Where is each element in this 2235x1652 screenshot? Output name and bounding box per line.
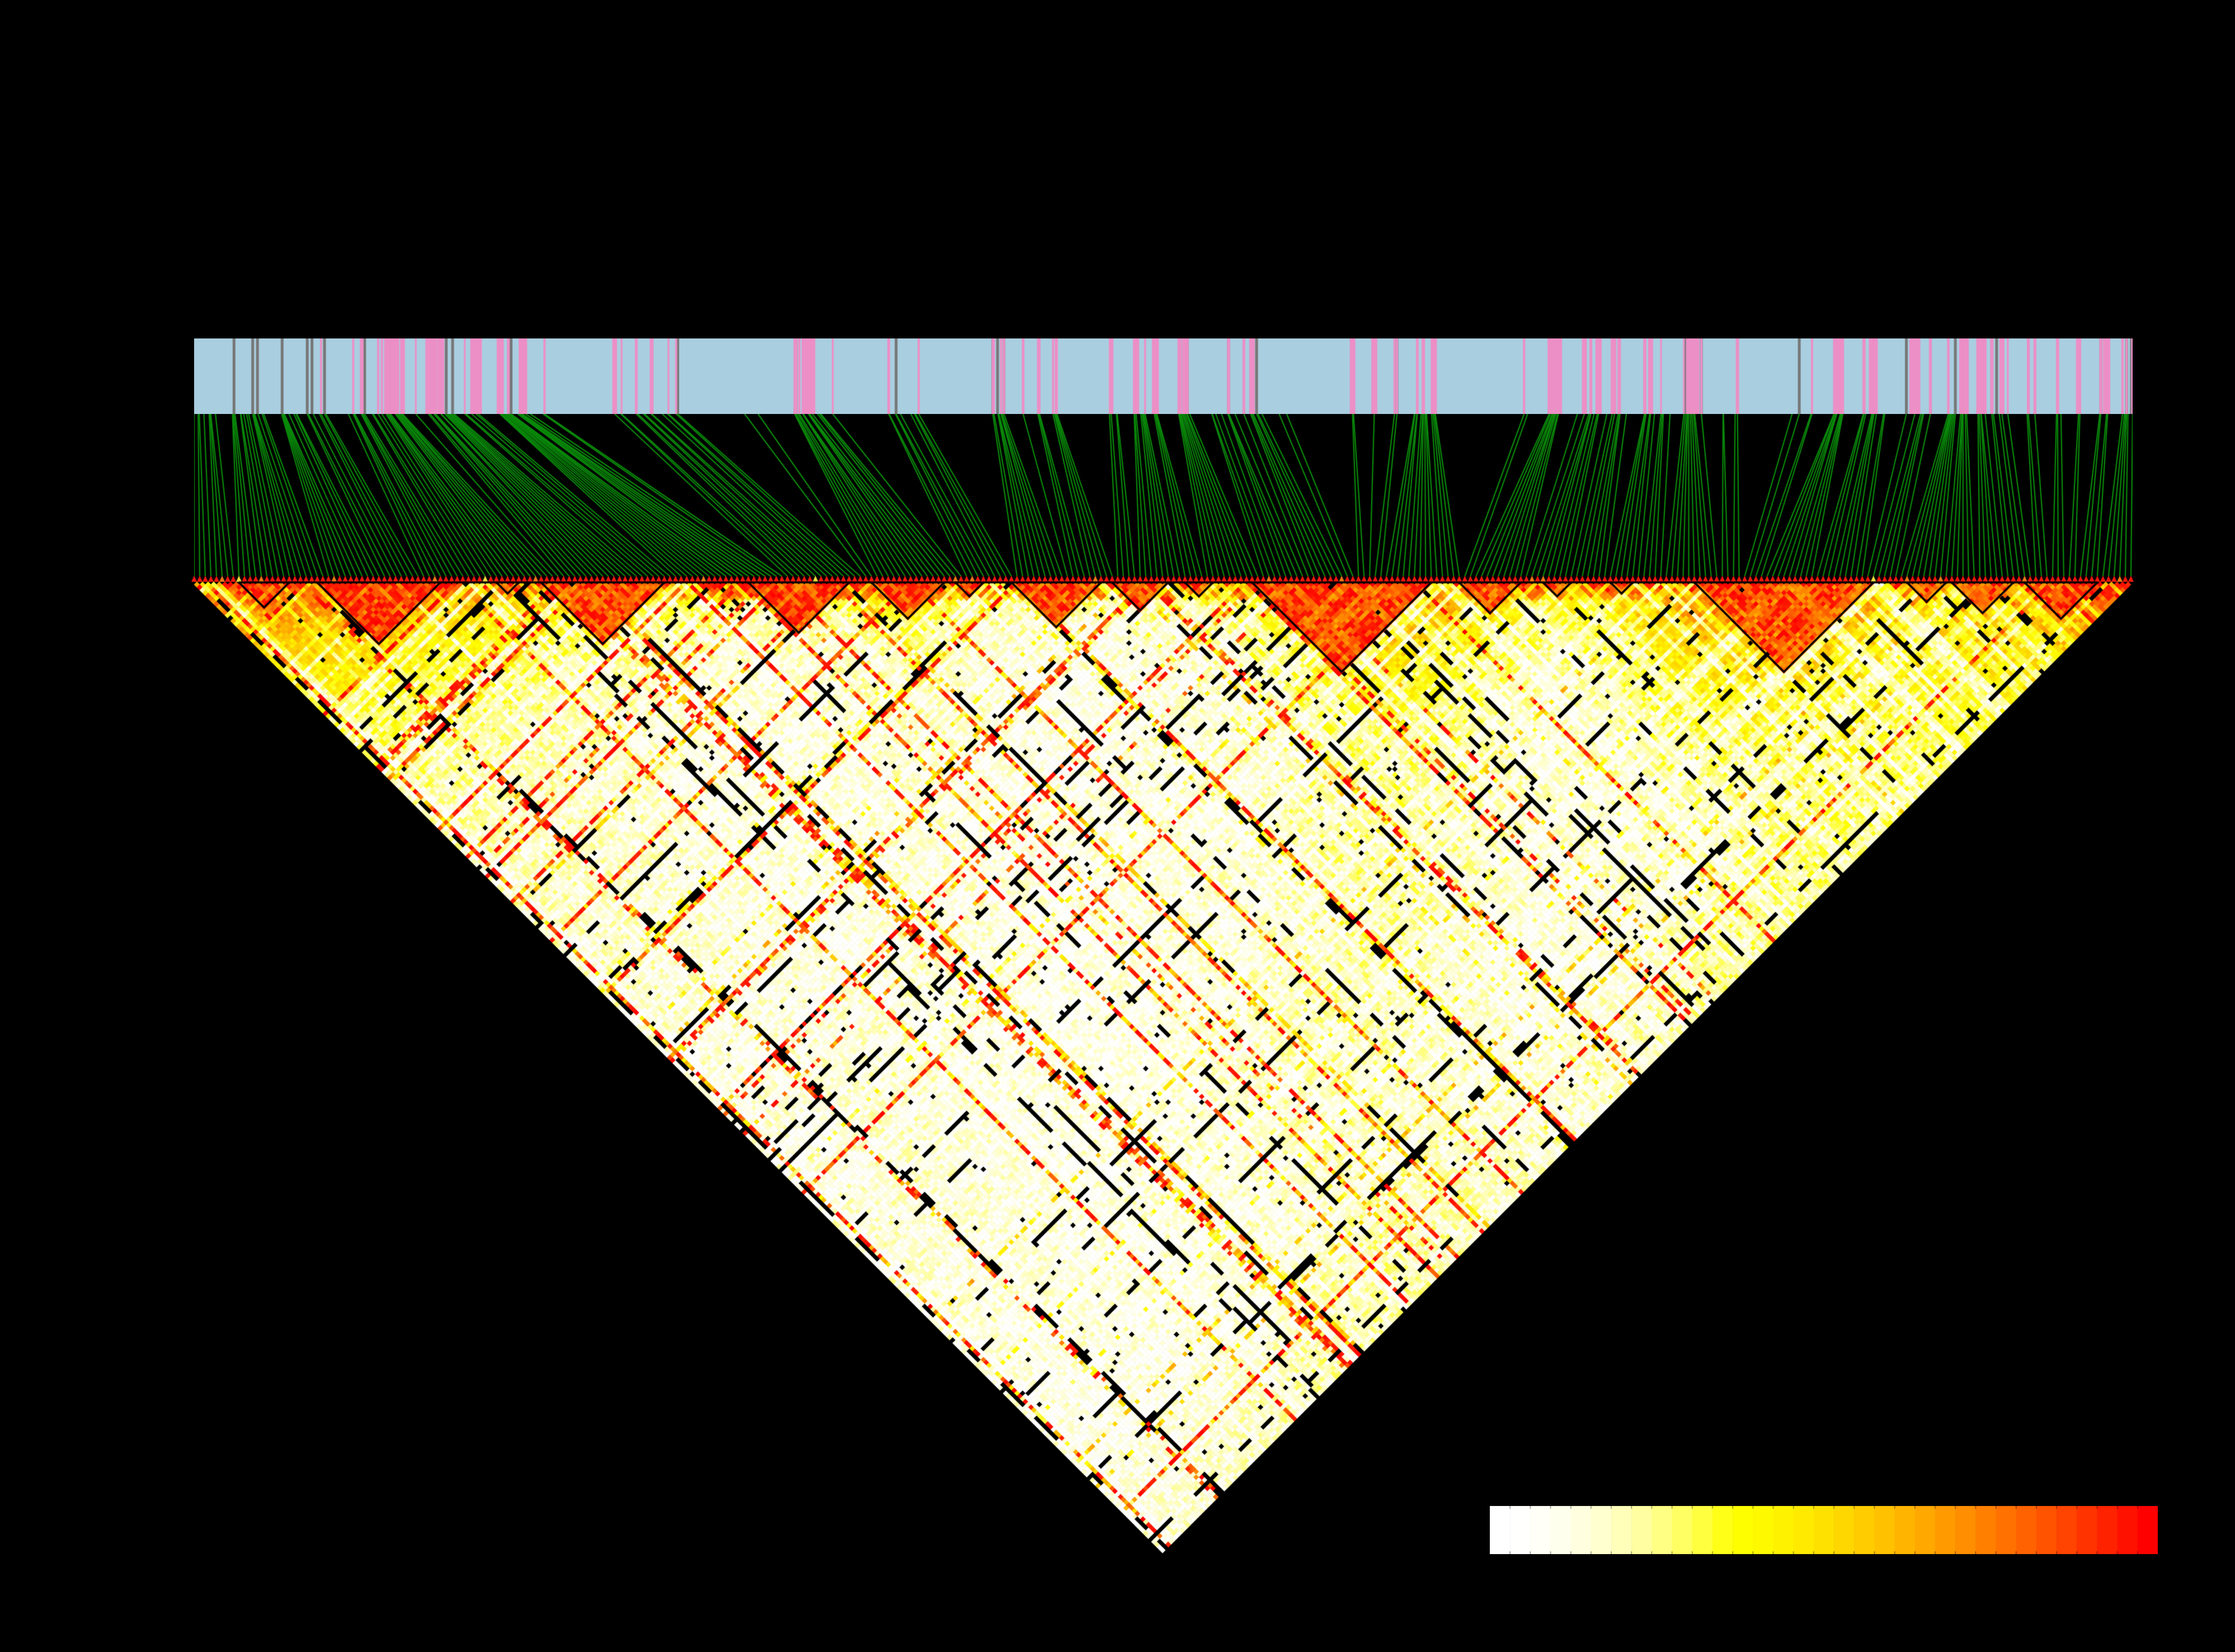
color-scale-legend [1490,1506,2158,1554]
ld-triangle-heatmap [168,571,2159,1578]
snp-connector-fan [194,414,2133,577]
physical-position-track [194,338,2133,414]
